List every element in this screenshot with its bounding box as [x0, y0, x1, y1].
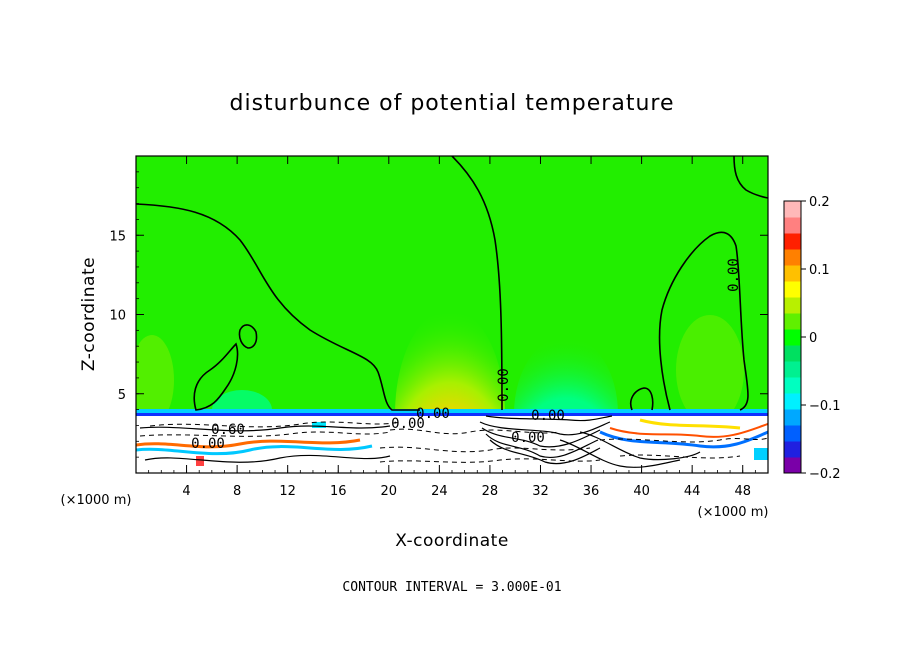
- x-unit-right: (×1000 m): [698, 505, 769, 520]
- colorbar-tick-label-4: 0.2: [809, 195, 830, 210]
- x-unit-left: (×1000 m): [61, 493, 132, 508]
- colorbar-segment-9: [784, 313, 801, 330]
- colorbar-segment-15: [784, 217, 801, 234]
- x-tick-label-5: 24: [431, 484, 448, 499]
- colorbar-segment-8: [784, 329, 801, 346]
- x-tick-label-7: 32: [532, 484, 549, 499]
- colorbar-tick-label-3: 0.1: [809, 263, 830, 278]
- x-tick-label-1: 8: [233, 484, 241, 499]
- colorbar: [783, 200, 802, 474]
- colorbar-segment-13: [784, 249, 801, 266]
- lower-color-streak-left: [136, 438, 361, 449]
- colorbar-tick-label-1: −0.1: [809, 399, 841, 414]
- x-tick-label-6: 28: [482, 484, 499, 499]
- colorbar-segment-16: [784, 201, 801, 218]
- contour-label-7: 0.00: [511, 430, 545, 446]
- lower-color-streak-left2: [136, 444, 373, 456]
- x-axis-label: X-coordinate: [395, 531, 509, 551]
- contour-label-2: 0.00: [416, 406, 450, 422]
- x-tick-label-8: 36: [583, 484, 600, 499]
- lower-color-streak-right2: [609, 423, 768, 438]
- contour-label-0: 0.00: [496, 368, 512, 402]
- contour-label-3: 0.00: [391, 416, 425, 432]
- colorbar-segment-11: [784, 281, 801, 298]
- lower-color-streak-right: [599, 430, 768, 449]
- colorbar-segment-12: [784, 265, 801, 282]
- y-tick-label-1: 10: [109, 309, 126, 324]
- colorbar-segment-1: [784, 441, 801, 458]
- lower-color-streak-right3: [639, 418, 741, 430]
- lower-cyan-spot: [312, 422, 326, 428]
- colorbar-segment-6: [784, 361, 801, 378]
- colorbar-segment-10: [784, 297, 801, 314]
- y-tick-label-2: 15: [109, 229, 126, 244]
- x-tick-label-11: 48: [734, 484, 751, 499]
- field-patch-left: [136, 335, 174, 425]
- lower-cyan-spot-right: [754, 448, 768, 460]
- contour-label-1: 0.00: [726, 258, 742, 292]
- colorbar-segment-2: [784, 425, 801, 442]
- contour-interval: CONTOUR INTERVAL = 3.000E-01: [342, 580, 561, 595]
- x-tick-label-10: 44: [684, 484, 701, 499]
- colorbar-tick-label-0: −0.2: [809, 467, 841, 482]
- colorbar-segment-4: [784, 393, 801, 410]
- y-axis-ticks: 5 10 15: [109, 155, 768, 474]
- lower-red-spot: [196, 456, 204, 466]
- x-tick-label-0: 4: [182, 484, 190, 499]
- x-tick-label-3: 16: [330, 484, 347, 499]
- contour-label-6: 0.00: [191, 436, 225, 452]
- colorbar-segment-3: [784, 409, 801, 426]
- boundary-band: [136, 409, 768, 414]
- boundary-line: [136, 413, 768, 416]
- field-patch-right: [676, 315, 744, 425]
- contour-label-4: 0.00: [531, 408, 565, 424]
- colorbar-segment-5: [784, 377, 801, 394]
- x-tick-label-4: 20: [381, 484, 398, 499]
- colorbar-ticks: −0.2 −0.1 0 0.1 0.2: [801, 195, 841, 482]
- chart-title: disturbunce of potential temperature: [230, 91, 675, 116]
- colorbar-segment-0: [784, 457, 801, 474]
- contour-label-5: 0.60: [211, 422, 245, 438]
- upper-contours: [136, 156, 768, 411]
- colorbar-segment-14: [784, 233, 801, 250]
- y-axis-label: Z-coordinate: [79, 257, 99, 371]
- colorbar-tick-label-2: 0: [809, 331, 817, 346]
- colorbar-segment-7: [784, 345, 801, 362]
- x-tick-label-2: 12: [279, 484, 296, 499]
- lower-solid-contours: [139, 415, 701, 468]
- y-tick-label-0: 5: [118, 388, 126, 403]
- x-tick-label-9: 40: [633, 484, 650, 499]
- x-axis-ticks: 4 8 12 16 20 24 28 32 36 40 44 48: [135, 156, 769, 499]
- plot-area: 0.00 0.00 0.00 0.00 0.00 0.60 0.00 0.00: [136, 156, 768, 473]
